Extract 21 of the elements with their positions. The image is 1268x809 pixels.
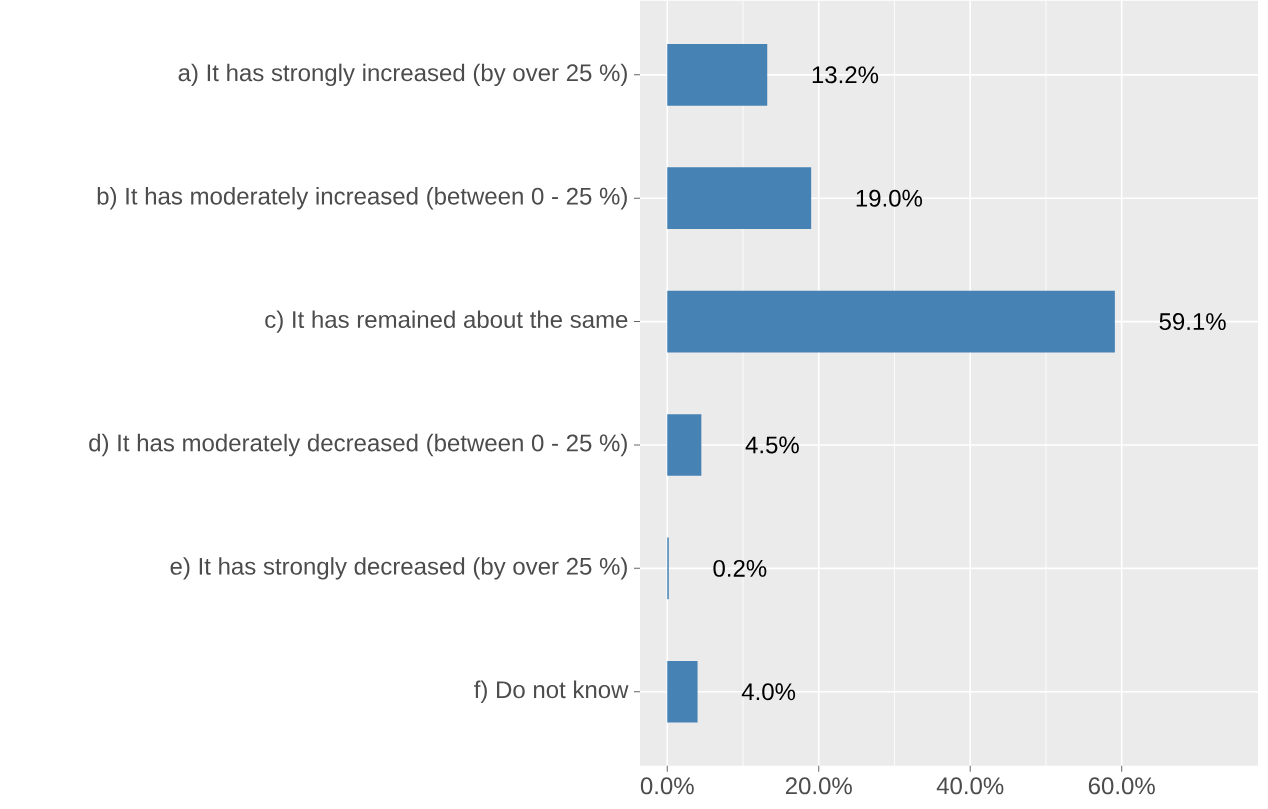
data-label: 0.2%	[713, 560, 767, 577]
data-label: 13.2%	[812, 66, 879, 84]
x-tick-label: 60.0%	[1088, 777, 1155, 795]
y-tick-label: a) It has strongly increased (by over 25 %)	[178, 63, 627, 87]
y-tick-label: b) It has moderately increased (between 0 - 25 %)	[97, 187, 627, 210]
data-label: 19.0%	[856, 189, 923, 207]
bar	[667, 661, 698, 723]
x-tick-label: 20.0%	[785, 777, 852, 795]
x-tick-label: 0.0%	[640, 777, 694, 795]
bar	[667, 290, 1115, 353]
y-tick-label: f) Do not know	[474, 680, 629, 704]
data-label: 59.1%	[1159, 313, 1226, 331]
bar	[667, 414, 702, 476]
x-tick-label: 40.0%	[936, 777, 1004, 795]
y-tick-label: d) It has moderately decreased (between 0 - 25 %)	[89, 433, 627, 457]
data-label: 4.5%	[745, 436, 799, 454]
bar	[667, 44, 768, 106]
y-tick-label: e) It has strongly decreased (by over 25 %)	[170, 557, 627, 580]
y-tick-label: c) It has remained about the same	[265, 310, 628, 333]
data-label: 4.0%	[741, 683, 796, 701]
bar	[667, 167, 812, 230]
